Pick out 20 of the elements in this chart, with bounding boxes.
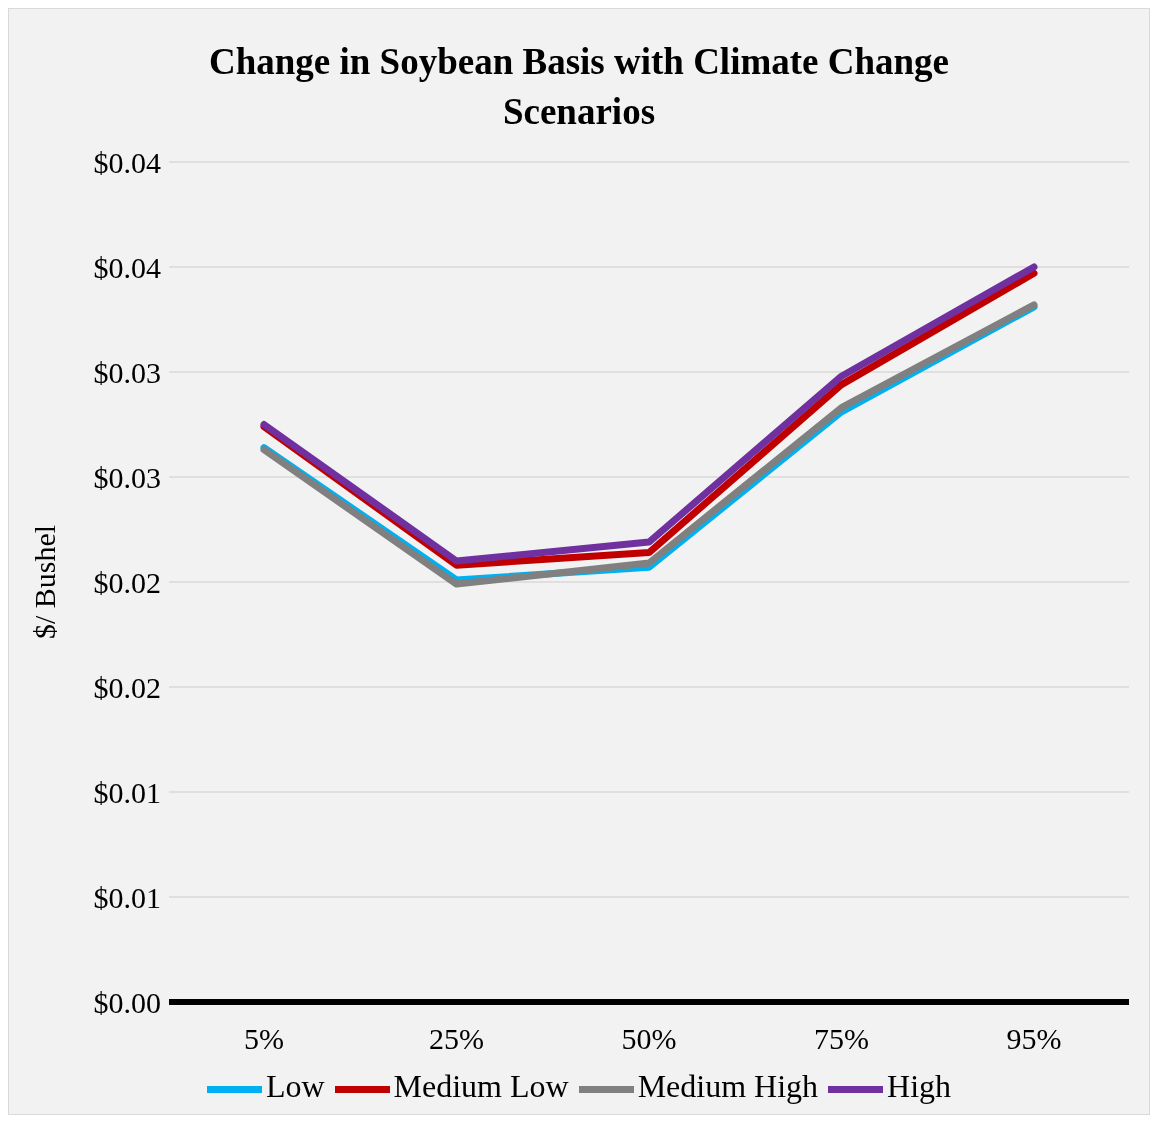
x-tick-label: 25% — [429, 1022, 484, 1056]
y-tick-label: $0.01 — [93, 775, 161, 809]
y-tick-label: $0.01 — [93, 880, 161, 914]
x-tick-label: 95% — [1006, 1022, 1062, 1056]
x-tick-label: 75% — [814, 1022, 869, 1056]
chart-title: Change in Soybean Basis with Climate Change Scenarios — [207, 40, 951, 134]
y-tick-label: $0.02 — [93, 565, 161, 599]
y-tick-label: $0.00 — [93, 985, 161, 1019]
legend-label: Medium High — [637, 1067, 819, 1104]
y-tick-label: $0.03 — [93, 460, 161, 494]
legend-label: Medium Low — [393, 1067, 569, 1104]
y-tick-label: $0.04 — [93, 145, 161, 179]
x-tick-label: 5% — [244, 1022, 284, 1056]
y-axis-title: $/ Bushel — [27, 524, 61, 640]
y-tick-label: $0.02 — [93, 670, 161, 704]
x-tick-label: 50% — [621, 1022, 677, 1056]
legend-label: Low — [265, 1067, 325, 1104]
y-tick-label: $0.04 — [93, 250, 161, 284]
y-tick-label: $0.03 — [93, 355, 161, 389]
legend-label: High — [887, 1067, 952, 1104]
